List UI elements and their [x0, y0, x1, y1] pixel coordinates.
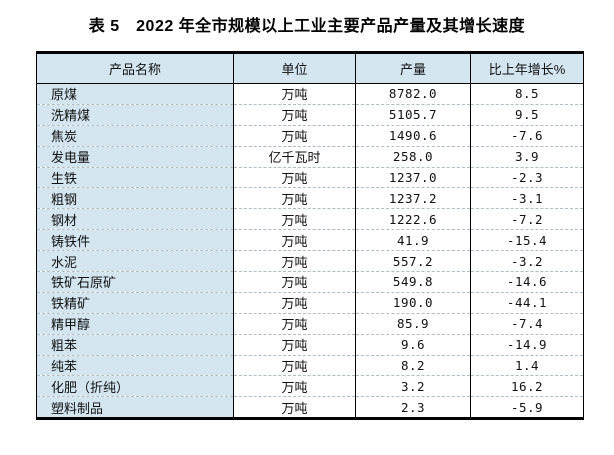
growth-cell: 16.2 [470, 375, 584, 397]
page: { "title": "表 5 2022 年全市规模以上工业主要产品产量及其增长… [0, 16, 614, 455]
table-row: 钢材 万吨 1222.6 -7.2 [36, 208, 584, 230]
unit-cell: 万吨 [233, 124, 356, 147]
table-row: 精甲醇 万吨 85.9 -7.4 [36, 312, 584, 335]
unit-cell: 万吨 [233, 271, 356, 293]
growth-cell: -2.3 [470, 166, 584, 188]
output-cell: 5105.7 [355, 103, 471, 126]
unit-cell: 万吨 [233, 103, 356, 126]
table-row: 铁精矿 万吨 190.0 -44.1 [36, 291, 584, 314]
growth-cell: -7.4 [470, 312, 584, 335]
output-cell: 1222.6 [355, 208, 471, 230]
product-name-cell: 洗精煤 [36, 103, 234, 126]
column-header-unit: 单位 [233, 52, 356, 84]
product-name-cell: 铸铁件 [36, 229, 234, 251]
output-cell: 549.8 [355, 271, 471, 293]
product-name-cell: 铁精矿 [36, 291, 234, 314]
product-name-cell: 生铁 [36, 166, 234, 188]
product-name-cell: 焦炭 [36, 124, 234, 147]
output-cell: 1237.0 [355, 166, 471, 188]
unit-cell: 万吨 [233, 312, 356, 335]
unit-cell: 万吨 [233, 166, 356, 188]
table-row: 铸铁件 万吨 41.9 -15.4 [36, 229, 584, 251]
table-title: 表 5 2022 年全市规模以上工业主要产品产量及其增长速度 [88, 18, 526, 35]
table-row: 化肥（折纯） 万吨 3.2 16.2 [36, 375, 584, 397]
table-row: 原煤 万吨 8782.0 8.5 [36, 83, 584, 105]
unit-cell: 万吨 [233, 187, 356, 209]
product-name-cell: 纯苯 [36, 354, 234, 376]
output-cell: 85.9 [355, 312, 471, 335]
growth-cell: 1.4 [470, 354, 584, 376]
product-name-cell: 原煤 [36, 83, 234, 105]
growth-cell: 9.5 [470, 103, 584, 126]
table-row: 洗精煤 万吨 5105.7 9.5 [36, 103, 584, 126]
output-cell: 9.6 [355, 333, 471, 356]
header-row: 产品名称 单位 产量 比上年增长% [36, 52, 584, 84]
output-cell: 1237.2 [355, 187, 471, 209]
column-header-growth: 比上年增长% [470, 52, 584, 84]
growth-cell: -3.1 [470, 187, 584, 209]
growth-cell: -14.9 [470, 333, 584, 356]
growth-cell: -14.6 [470, 271, 584, 293]
table-body: 原煤 万吨 8782.0 8.5 洗精煤 万吨 5105.7 9.5 焦炭 万吨 1490.6 -7.… [36, 83, 584, 419]
products-output-table: 产品名称 单位 产量 比上年增长% 原煤 万吨 8782.0 8.5 洗精煤 万吨 5105.7 9… [36, 51, 584, 421]
growth-cell: -15.4 [470, 229, 584, 251]
table-row: 塑料制品 万吨 2.3 -5.9 [36, 396, 584, 419]
output-cell: 2.3 [355, 396, 471, 419]
growth-cell: -7.2 [470, 208, 584, 230]
output-cell: 258.0 [355, 145, 471, 168]
output-cell: 8.2 [355, 354, 471, 376]
product-name-cell: 粗苯 [36, 333, 234, 356]
table-row: 粗钢 万吨 1237.2 -3.1 [36, 187, 584, 209]
table-row: 纯苯 万吨 8.2 1.4 [36, 354, 584, 376]
growth-cell: -3.2 [470, 250, 584, 272]
product-name-cell: 化肥（折纯） [36, 375, 234, 397]
product-name-cell: 钢材 [36, 208, 234, 230]
growth-cell: -5.9 [470, 396, 584, 419]
product-name-cell: 水泥 [36, 250, 234, 272]
growth-cell: -7.6 [470, 124, 584, 147]
table-row: 焦炭 万吨 1490.6 -7.6 [36, 124, 584, 147]
growth-cell: 8.5 [470, 83, 584, 105]
output-cell: 8782.0 [355, 83, 471, 105]
output-cell: 41.9 [355, 229, 471, 251]
table-row: 铁矿石原矿 万吨 549.8 -14.6 [36, 271, 584, 293]
product-name-cell: 塑料制品 [36, 396, 234, 419]
output-cell: 190.0 [355, 291, 471, 314]
unit-cell: 万吨 [233, 333, 356, 356]
table-row: 粗苯 万吨 9.6 -14.9 [36, 333, 584, 356]
product-name-cell: 粗钢 [36, 187, 234, 209]
unit-cell: 万吨 [233, 354, 356, 376]
unit-cell: 万吨 [233, 291, 356, 314]
product-name-cell: 精甲醇 [36, 312, 234, 335]
growth-cell: 3.9 [470, 145, 584, 168]
table-row: 发电量 亿千瓦时 258.0 3.9 [36, 145, 584, 168]
unit-cell: 万吨 [233, 375, 356, 397]
unit-cell: 万吨 [233, 208, 356, 230]
output-cell: 557.2 [355, 250, 471, 272]
table-row: 水泥 万吨 557.2 -3.2 [36, 250, 584, 272]
unit-cell: 亿千瓦时 [233, 145, 356, 168]
column-header-output: 产量 [355, 52, 471, 84]
column-header-product: 产品名称 [36, 52, 234, 84]
output-cell: 3.2 [355, 375, 471, 397]
product-name-cell: 发电量 [36, 145, 234, 168]
unit-cell: 万吨 [233, 83, 356, 105]
product-name-cell: 铁矿石原矿 [36, 271, 234, 293]
output-cell: 1490.6 [355, 124, 471, 147]
table-row: 生铁 万吨 1237.0 -2.3 [36, 166, 584, 188]
unit-cell: 万吨 [233, 250, 356, 272]
unit-cell: 万吨 [233, 229, 356, 251]
growth-cell: -44.1 [470, 291, 584, 314]
unit-cell: 万吨 [233, 396, 356, 419]
